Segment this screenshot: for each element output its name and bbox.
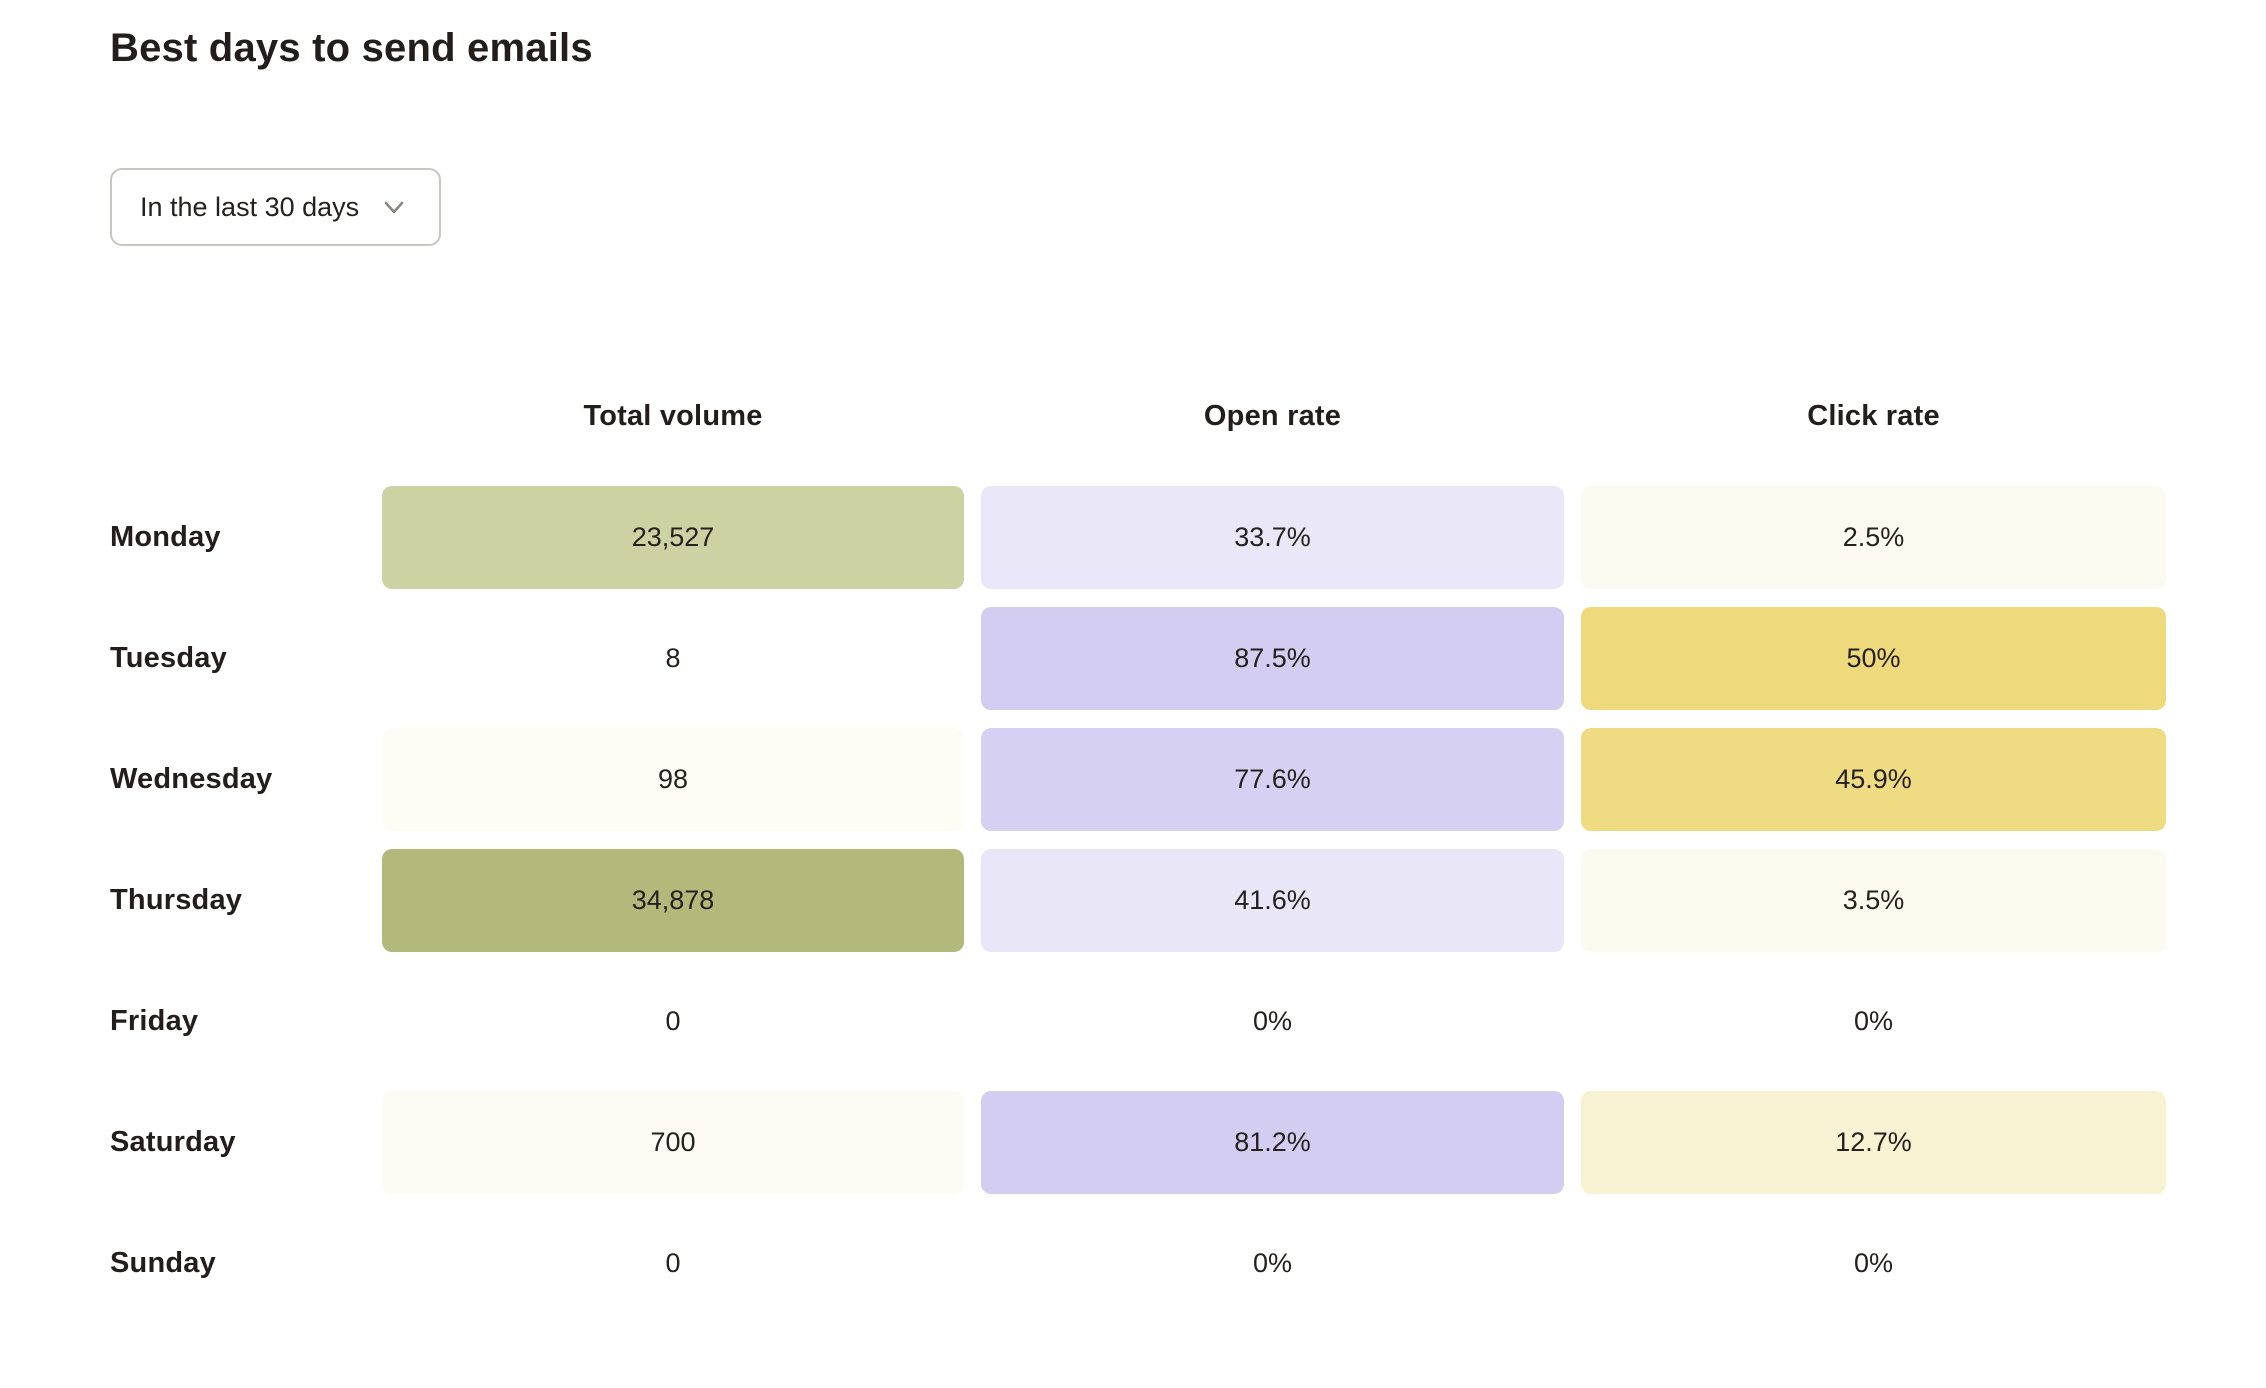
cell-monday-total-volume: 23,527: [382, 486, 964, 589]
page-title: Best days to send emails: [110, 26, 593, 70]
cell-wednesday-click-rate: 45.9%: [1581, 728, 2166, 831]
cell-saturday-total-volume: 700: [382, 1091, 964, 1194]
cell-thursday-click-rate: 3.5%: [1581, 849, 2166, 952]
table-row: Saturday 700 81.2% 12.7%: [110, 1091, 2166, 1194]
cell-friday-open-rate: 0%: [1252, 1006, 1293, 1036]
header-open-rate: Open rate: [1203, 400, 1342, 432]
header-total-volume: Total volume: [583, 400, 763, 432]
row-label-thursday: Thursday: [110, 884, 243, 916]
table-row: Sunday 0 0% 0%: [110, 1212, 2166, 1315]
date-range-dropdown-label: In the last 30 days: [140, 191, 360, 222]
cell-wednesday-total-volume: 98: [382, 728, 964, 831]
cell-sunday-open-rate: 0%: [1252, 1248, 1293, 1278]
cell-tuesday-open-rate: 87.5%: [981, 607, 1564, 710]
cell-friday-total-volume: 0: [665, 1006, 681, 1036]
cell-tuesday-total-volume: 8: [665, 643, 681, 673]
table-row: Wednesday 98 77.6% 45.9%: [110, 728, 2166, 831]
cell-sunday-total-volume: 0: [665, 1248, 681, 1278]
header-click-rate: Click rate: [1807, 400, 1940, 432]
row-label-sunday: Sunday: [110, 1247, 216, 1279]
chevron-down-icon: [384, 201, 404, 214]
cell-friday-click-rate: 0%: [1853, 1006, 1894, 1036]
table-row: Thursday 34,878 41.6% 3.5%: [110, 849, 2166, 952]
row-label-saturday: Saturday: [110, 1126, 236, 1158]
cell-wednesday-open-rate: 77.6%: [981, 728, 1564, 831]
cell-thursday-open-rate: 41.6%: [981, 849, 1564, 952]
row-label-tuesday: Tuesday: [110, 642, 227, 674]
table-row: Friday 0 0% 0%: [110, 970, 2166, 1073]
table-row: Monday 23,527 33.7% 2.5%: [110, 486, 2166, 589]
cell-saturday-open-rate: 81.2%: [981, 1091, 1564, 1194]
cell-saturday-click-rate: 12.7%: [1581, 1091, 2166, 1194]
table-header-row: Total volume Open rate Click rate: [110, 395, 2166, 437]
header-spacer: [110, 395, 365, 437]
row-label-wednesday: Wednesday: [110, 763, 273, 795]
cell-monday-open-rate: 33.7%: [981, 486, 1564, 589]
cell-tuesday-click-rate: 50%: [1581, 607, 2166, 710]
row-label-monday: Monday: [110, 521, 221, 553]
cell-monday-click-rate: 2.5%: [1581, 486, 2166, 589]
table-row: Tuesday 8 87.5% 50%: [110, 607, 2166, 710]
date-range-dropdown[interactable]: In the last 30 days: [110, 168, 442, 246]
cell-sunday-click-rate: 0%: [1853, 1248, 1894, 1278]
cell-thursday-total-volume: 34,878: [382, 849, 964, 952]
heatmap-table: Monday 23,527 33.7% 2.5% Tuesday 8 87.5%…: [110, 486, 2166, 1315]
row-label-friday: Friday: [110, 1005, 199, 1037]
